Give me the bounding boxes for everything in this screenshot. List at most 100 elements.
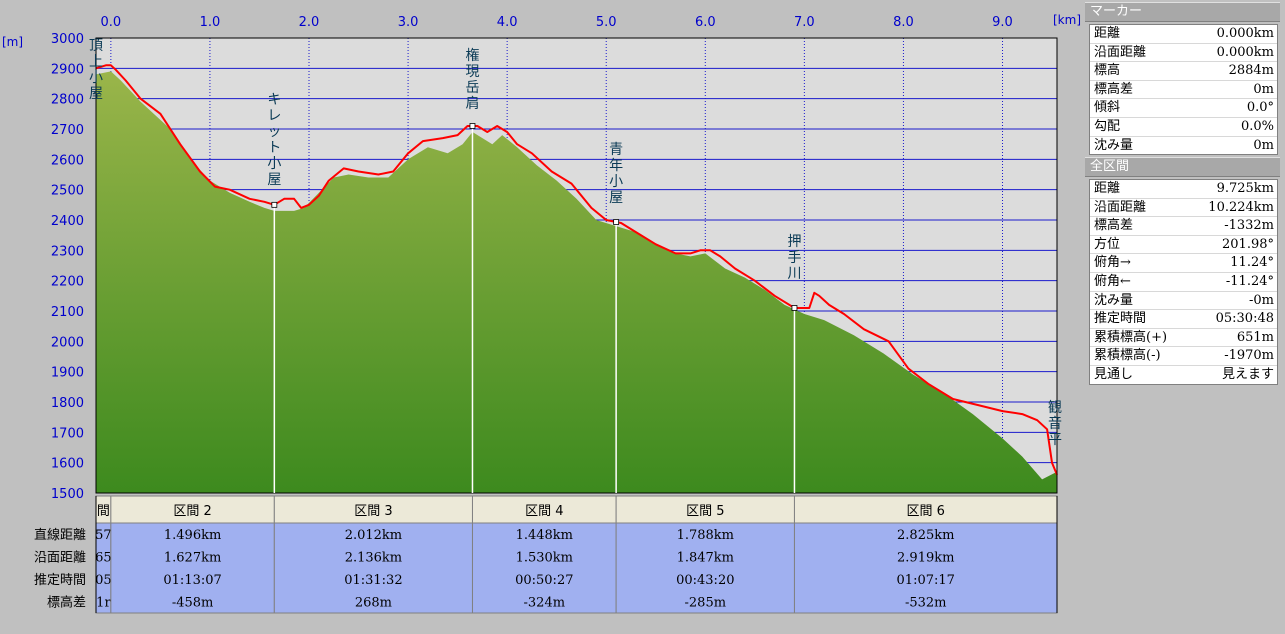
info-row: 方位 201.98°	[1090, 236, 1277, 255]
waypoint-square	[271, 201, 278, 208]
section-value: 1.788km	[677, 528, 734, 543]
info-row: 標高 2884m	[1090, 62, 1277, 81]
info-row: 累積標高(-) -1970m	[1090, 347, 1277, 366]
section-value: 1.496km	[164, 528, 221, 543]
section-header-label: 間	[97, 504, 110, 519]
terrain-area	[96, 71, 1057, 494]
waypoint-square	[613, 219, 620, 225]
info-row-value: 見えます	[1221, 366, 1274, 382]
waypoint-label: キレット小屋	[267, 92, 281, 188]
marker-info-panel: マーカー 距離 0.000km 沿面距離 0.000km 標高 2884m 標高差 0m 傾斜 0…	[1085, 2, 1280, 156]
info-row-label: 見通し	[1094, 366, 1134, 382]
x-tick-label: 6.0	[695, 15, 716, 30]
section-value: 2.136km	[345, 551, 402, 566]
info-row-label: 累積標高(-)	[1094, 348, 1161, 364]
section-value: 00:43:20	[676, 573, 734, 588]
waypoint-label: 頂上小屋	[89, 38, 103, 102]
x-tick-label: 3.0	[398, 15, 419, 30]
y-tick-label: 1900	[51, 366, 84, 381]
info-row-value: -1332m	[1224, 218, 1274, 234]
info-row: 俯角→ 11.24°	[1090, 254, 1277, 273]
section-value: 05	[95, 573, 112, 588]
y-tick-label: 1700	[51, 426, 84, 441]
x-tick-label: 4.0	[497, 15, 518, 30]
section-value: 01:07:17	[897, 573, 955, 588]
total-panel-rows: 距離 9.725km 沿面距離 10.224km 標高差 -1332m 方位 201.98° 俯…	[1089, 179, 1278, 385]
info-row-value: 0.000km	[1216, 26, 1274, 41]
info-row-label: 標高	[1094, 63, 1121, 79]
info-row-label: 俯角←	[1094, 273, 1131, 289]
info-row: 推定時間 05:30:48	[1090, 310, 1277, 329]
section-header-cell	[615, 495, 795, 524]
section-value: 1.530km	[516, 551, 573, 566]
info-row-label: 傾斜	[1094, 100, 1121, 116]
info-row-label: 距離	[1094, 181, 1121, 196]
info-row-value: 9.725km	[1216, 181, 1274, 196]
section-body-cell	[615, 522, 795, 614]
y-axis-unit: [m]	[2, 35, 23, 49]
info-row-label: 累積標高(+)	[1094, 329, 1168, 345]
section-header-label: 区間 2	[173, 504, 211, 519]
info-row-label: 俯角→	[1094, 255, 1131, 271]
info-row: 標高差 0m	[1090, 81, 1277, 100]
section-value: 00:50:27	[515, 573, 573, 588]
marker-panel-rows: 距離 0.000km 沿面距離 0.000km 標高 2884m 標高差 0m 傾斜 0.0° 勾配…	[1089, 24, 1278, 156]
info-row: 俯角← -11.24°	[1090, 273, 1277, 292]
x-tick-label: 7.0	[794, 15, 815, 30]
section-value: 57	[95, 528, 112, 543]
elevation-profile-chart: [m] [km] 3000 2900 2800 2700 2600 2500 2400 2300 2…	[2, 13, 1081, 614]
x-tick-label: 0.0	[101, 15, 122, 30]
y-tick-label: 1600	[51, 457, 84, 472]
info-row-value: -1970m	[1224, 348, 1274, 364]
info-row-value: 0.0°	[1246, 100, 1274, 116]
section-value: 01:31:32	[344, 573, 402, 588]
section-header-label: 区間 3	[354, 504, 392, 519]
info-row: 距離 0.000km	[1090, 25, 1277, 44]
waypoint-square	[791, 305, 798, 311]
section-value: 2.825km	[897, 528, 954, 543]
info-row: 距離 9.725km	[1090, 180, 1277, 199]
info-row: 傾斜 0.0°	[1090, 99, 1277, 118]
section-header-label: 区間 4	[525, 504, 563, 519]
info-row-value: 0.0%	[1240, 118, 1274, 134]
info-row-label: 沈み量	[1094, 137, 1134, 153]
section-header-cell	[471, 495, 617, 524]
info-row-label: 勾配	[1094, 118, 1121, 134]
info-row: 見通し 見えます	[1090, 366, 1277, 384]
y-tick-label: 2700	[51, 123, 84, 138]
section-value: 1.448km	[516, 528, 573, 543]
section-body-cell	[793, 522, 1058, 614]
x-tick-label: 5.0	[596, 15, 617, 30]
section-value: -324m	[524, 596, 566, 611]
x-axis-unit: [km]	[1053, 13, 1081, 27]
info-row-value: 10.224km	[1208, 199, 1274, 215]
waypoint-square	[469, 123, 476, 129]
table-row-header: 推定時間	[34, 573, 86, 588]
info-row-value: 2884m	[1228, 63, 1274, 79]
info-row: 標高差 -1332m	[1090, 217, 1277, 236]
y-tick-label: 1500	[51, 487, 84, 502]
section-header-cell	[110, 495, 275, 524]
section-value: 1r	[96, 596, 111, 611]
y-tick-label: 2500	[51, 184, 84, 199]
x-tick-label: 2.0	[299, 15, 320, 30]
section-value: 2.012km	[345, 528, 402, 543]
y-tick-label: 2800	[51, 93, 84, 108]
table-row-header: 直線距離	[34, 527, 86, 543]
info-row: 勾配 0.0%	[1090, 118, 1277, 137]
y-tick-label: 2100	[51, 305, 84, 320]
info-row-value: 0m	[1253, 81, 1274, 97]
y-tick-label: 2000	[51, 335, 84, 350]
y-tick-label: 2200	[51, 275, 84, 290]
info-row-value: -0m	[1249, 292, 1274, 308]
section-header-label: 区間 6	[907, 504, 945, 519]
y-tick-label: 2300	[51, 244, 84, 259]
info-row-value: 651m	[1236, 329, 1274, 345]
section-value: 1.847km	[677, 551, 734, 566]
section-value: 1.627km	[164, 551, 221, 566]
y-tick-label: 2900	[51, 62, 84, 77]
info-row-label: 推定時間	[1094, 311, 1147, 327]
info-row-value: 05:30:48	[1215, 311, 1274, 327]
total-info-panel: 全区間 距離 9.725km 沿面距離 10.224km 標高差 -1332m 方位 201.…	[1085, 157, 1280, 385]
route-line	[95, 64, 1058, 476]
